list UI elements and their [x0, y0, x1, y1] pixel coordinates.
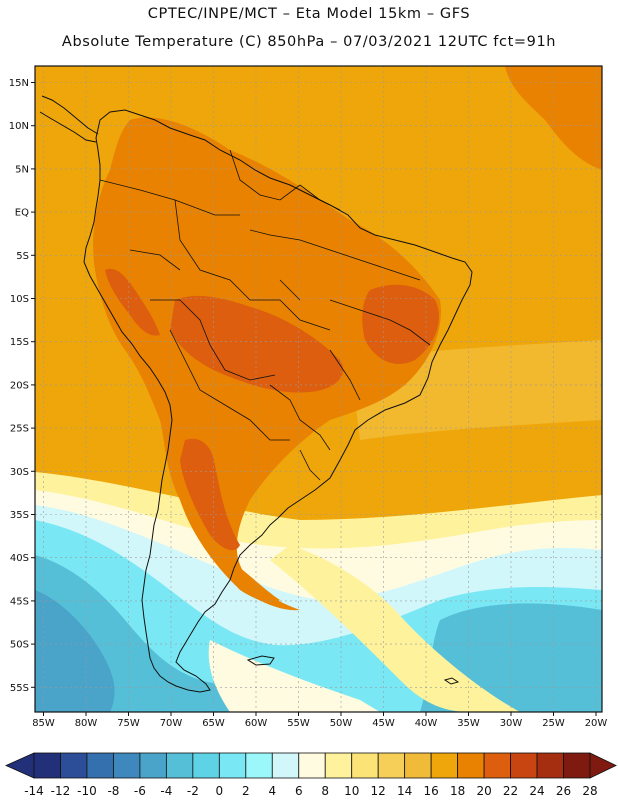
lat-label: 50S — [10, 640, 29, 651]
lon-label: 75W — [117, 718, 140, 729]
darker-blue-patch-southwest — [35, 590, 115, 712]
colorbar-label: 22 — [503, 784, 518, 798]
colorbar-swatch — [271, 752, 300, 779]
colorbar-swatch — [192, 752, 220, 779]
colorbar-label: -14 — [24, 784, 44, 798]
colorbar-swatch — [457, 752, 485, 779]
colorbar-labels: -14 -12 -10 -8 -6 -4 -2 0 2 4 6 8 10 12 14 16 18 20 22 24 26… — [24, 784, 597, 798]
lat-label: 45S — [10, 596, 29, 607]
colorbar-label: -12 — [51, 784, 71, 798]
cream-strip-south — [208, 640, 380, 712]
latitude-axis-labels: 15N 10N 5N EQ 5S 10S 15S 20S 25S 30S 35S 40S 45S 50S 5… — [9, 78, 35, 694]
colorbar-swatch — [351, 752, 379, 779]
colorbar-swatch — [404, 752, 432, 779]
map-title-line1: CPTEC/INPE/MCT – Eta Model 15km – GFS — [147, 6, 471, 22]
falkland-islands — [246, 655, 275, 666]
lon-label: 25W — [542, 718, 565, 729]
lat-label: 40S — [10, 553, 29, 564]
lon-label: 55W — [287, 718, 310, 729]
colorbar-swatch — [324, 752, 353, 779]
lon-label: 35W — [457, 718, 480, 729]
colorbar-label: -8 — [107, 784, 119, 798]
colorbar-label: 18 — [450, 784, 465, 798]
colorbar-swatch — [113, 752, 141, 779]
plot-frame — [34, 65, 603, 713]
colorbar-label: -4 — [160, 784, 172, 798]
colorbar-label: 20 — [476, 784, 491, 798]
colorbar-swatch — [483, 752, 511, 779]
south-georgia-island — [443, 677, 460, 685]
lat-label: 5N — [15, 164, 29, 175]
colorbar-label: -6 — [134, 784, 146, 798]
colorbar-label: 8 — [321, 784, 329, 798]
colorbar-swatch — [139, 752, 167, 779]
hot-region-central-brazil — [170, 295, 344, 393]
lon-label: 60W — [245, 718, 268, 729]
colorbar-swatch — [377, 752, 406, 779]
colorbar-label: 10 — [344, 784, 359, 798]
colorbar-label: 26 — [556, 784, 571, 798]
colorbar-label: 12 — [371, 784, 386, 798]
colorbar-swatch — [298, 752, 326, 779]
colorbar-label: 14 — [397, 784, 412, 798]
lat-label: 15S — [10, 337, 29, 348]
colorbar-swatch — [245, 752, 273, 779]
pale-strip-south-atlantic — [270, 545, 520, 712]
colorbar-swatch — [60, 752, 88, 779]
colorbar-high-arrow — [589, 752, 617, 779]
central-america-coastline — [39, 95, 99, 143]
longitude-axis-labels: 85W 80W 75W 70W 65W 60W 55W 50W 45W 40W 35W 30W 25W 2… — [32, 712, 607, 729]
lat-label: 15N — [9, 78, 29, 89]
colorbar-label: -10 — [77, 784, 97, 798]
hot-region-northeast-brazil — [362, 284, 439, 364]
lon-label: 80W — [75, 718, 98, 729]
colorbar-swatch — [536, 752, 564, 779]
lon-label: 65W — [202, 718, 225, 729]
map-title-line2: Absolute Temperature (C) 850hPa – 07/03/… — [61, 34, 557, 50]
lat-label: 55S — [10, 683, 29, 694]
lon-label: 40W — [415, 718, 438, 729]
hot-region-argentina — [180, 438, 240, 551]
colorbar-swatch — [563, 752, 591, 779]
south-america-coastline — [83, 109, 473, 693]
colorbar-label: 16 — [424, 784, 439, 798]
lat-label: EQ — [15, 208, 29, 219]
lat-label: 10N — [9, 121, 29, 132]
colorbar-swatch — [430, 752, 459, 779]
lon-label: 20W — [585, 718, 608, 729]
lon-label: 85W — [32, 718, 55, 729]
lat-label: 10S — [10, 294, 29, 305]
lon-label: 70W — [160, 718, 183, 729]
lat-label: 35S — [10, 510, 29, 521]
colorbar-label: -2 — [187, 784, 199, 798]
lat-label: 20S — [10, 380, 29, 391]
lat-label: 5S — [16, 251, 29, 262]
colorbar-label: 4 — [268, 784, 276, 798]
colorbar-label: 24 — [529, 784, 544, 798]
lon-label: 50W — [330, 718, 353, 729]
hot-region-andes-peru — [105, 268, 160, 336]
colorbar-swatch — [86, 752, 114, 779]
map-plot-area — [35, 66, 602, 712]
warm-strip-patagonia — [227, 560, 280, 603]
country-borders — [99, 149, 431, 481]
colorbar-label: 6 — [295, 784, 303, 798]
colorbar-swatch — [33, 752, 61, 779]
lon-label: 30W — [500, 718, 523, 729]
colorbar-label: 28 — [582, 784, 597, 798]
lon-label: 45W — [372, 718, 395, 729]
colorbar — [5, 752, 617, 779]
lat-label: 25S — [10, 424, 29, 435]
colorbar-label: 2 — [242, 784, 250, 798]
colorbar-label: 0 — [216, 784, 224, 798]
lat-label: 30S — [10, 467, 29, 478]
colorbar-swatch — [510, 752, 538, 779]
colorbar-swatch — [165, 752, 194, 779]
colorbar-low-arrow — [5, 752, 35, 779]
colorbar-swatch — [218, 752, 247, 779]
